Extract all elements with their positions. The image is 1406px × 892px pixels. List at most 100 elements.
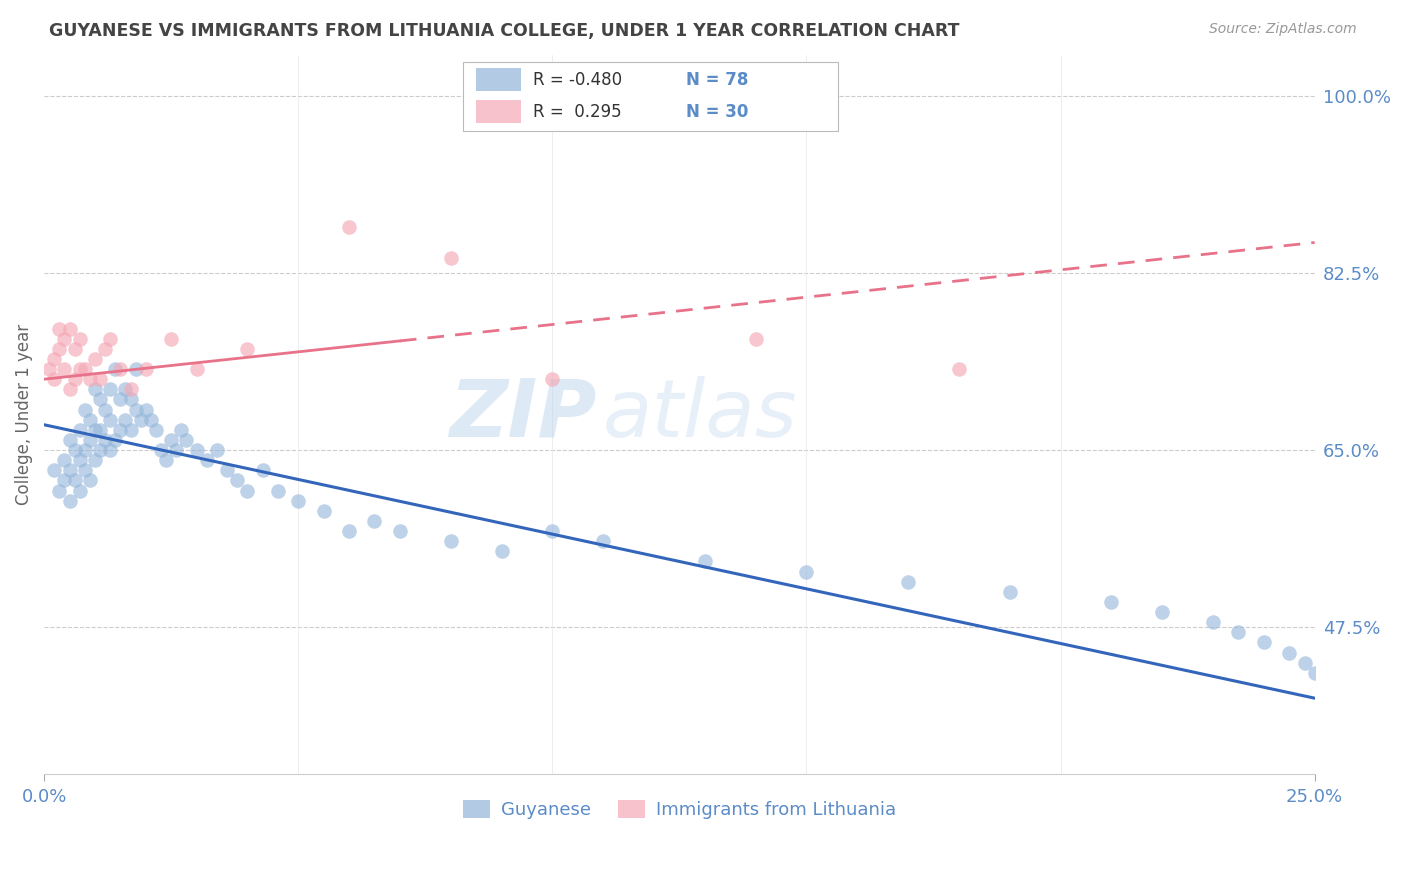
- Point: [63, 474, 86, 488]
- Point: [98, 382, 121, 396]
- Point: [79, 474, 101, 488]
- Point: [205, 443, 228, 458]
- Point: [440, 534, 463, 549]
- Point: [252, 463, 274, 477]
- Text: GUYANESE VS IMMIGRANTS FROM LITHUANIA COLLEGE, UNDER 1 YEAR CORRELATION CHART: GUYANESE VS IMMIGRANTS FROM LITHUANIA CO…: [49, 22, 960, 40]
- Point: [53, 362, 76, 376]
- Point: [63, 443, 86, 458]
- Point: [84, 351, 107, 366]
- Point: [363, 514, 385, 528]
- Point: [186, 443, 208, 458]
- Point: [73, 443, 96, 458]
- Point: [89, 443, 111, 458]
- Point: [135, 362, 157, 376]
- Point: [693, 554, 716, 568]
- Point: [44, 351, 66, 366]
- Point: [541, 524, 564, 538]
- Point: [388, 524, 411, 538]
- Point: [44, 463, 66, 477]
- Point: [94, 342, 117, 356]
- Point: [120, 423, 142, 437]
- Point: [58, 321, 80, 335]
- Point: [84, 423, 107, 437]
- Point: [98, 413, 121, 427]
- Point: [110, 423, 132, 437]
- Point: [491, 544, 513, 558]
- Point: [150, 443, 173, 458]
- Point: [110, 392, 132, 407]
- Point: [98, 332, 121, 346]
- Text: ZIP: ZIP: [450, 376, 596, 454]
- Point: [440, 251, 463, 265]
- Point: [287, 493, 309, 508]
- Point: [155, 453, 177, 467]
- Point: [312, 504, 335, 518]
- Text: Source: ZipAtlas.com: Source: ZipAtlas.com: [1209, 22, 1357, 37]
- Point: [796, 565, 818, 579]
- Point: [110, 362, 132, 376]
- Point: [744, 332, 766, 346]
- Point: [53, 474, 76, 488]
- Point: [124, 402, 146, 417]
- Point: [94, 433, 117, 447]
- Point: [337, 524, 360, 538]
- Point: [58, 463, 80, 477]
- Point: [236, 342, 259, 356]
- Point: [1294, 656, 1316, 670]
- Point: [94, 402, 117, 417]
- Legend: Guyanese, Immigrants from Lithuania: Guyanese, Immigrants from Lithuania: [456, 792, 903, 826]
- Y-axis label: College, Under 1 year: College, Under 1 year: [15, 324, 32, 505]
- Point: [226, 474, 249, 488]
- Text: R = -0.480: R = -0.480: [533, 70, 623, 88]
- Point: [897, 574, 920, 589]
- Point: [139, 413, 162, 427]
- Point: [48, 483, 70, 498]
- Point: [73, 463, 96, 477]
- Point: [236, 483, 259, 498]
- Point: [160, 332, 183, 346]
- Text: R =  0.295: R = 0.295: [533, 103, 621, 121]
- Point: [58, 433, 80, 447]
- Text: N = 30: N = 30: [686, 103, 748, 121]
- Point: [114, 413, 136, 427]
- Point: [79, 372, 101, 386]
- Point: [73, 362, 96, 376]
- Point: [124, 362, 146, 376]
- FancyBboxPatch shape: [477, 68, 520, 91]
- Point: [160, 433, 183, 447]
- Point: [120, 392, 142, 407]
- Point: [69, 483, 91, 498]
- Point: [53, 332, 76, 346]
- Point: [1152, 605, 1174, 619]
- Point: [129, 413, 152, 427]
- Point: [69, 453, 91, 467]
- Point: [170, 423, 193, 437]
- Point: [592, 534, 614, 549]
- Point: [84, 453, 107, 467]
- Point: [1202, 615, 1225, 630]
- Point: [114, 382, 136, 396]
- Point: [1278, 646, 1301, 660]
- Point: [89, 392, 111, 407]
- Point: [58, 493, 80, 508]
- Point: [145, 423, 167, 437]
- Point: [38, 362, 60, 376]
- Point: [104, 362, 127, 376]
- Point: [48, 321, 70, 335]
- Point: [63, 342, 86, 356]
- Point: [48, 342, 70, 356]
- Point: [998, 585, 1021, 599]
- Point: [186, 362, 208, 376]
- Point: [120, 382, 142, 396]
- Point: [1227, 625, 1250, 640]
- Point: [1303, 665, 1326, 680]
- Point: [1099, 595, 1122, 609]
- Point: [58, 382, 80, 396]
- Point: [79, 433, 101, 447]
- Point: [89, 423, 111, 437]
- Point: [44, 372, 66, 386]
- Point: [104, 433, 127, 447]
- Point: [948, 362, 970, 376]
- Point: [541, 372, 564, 386]
- FancyBboxPatch shape: [477, 101, 520, 123]
